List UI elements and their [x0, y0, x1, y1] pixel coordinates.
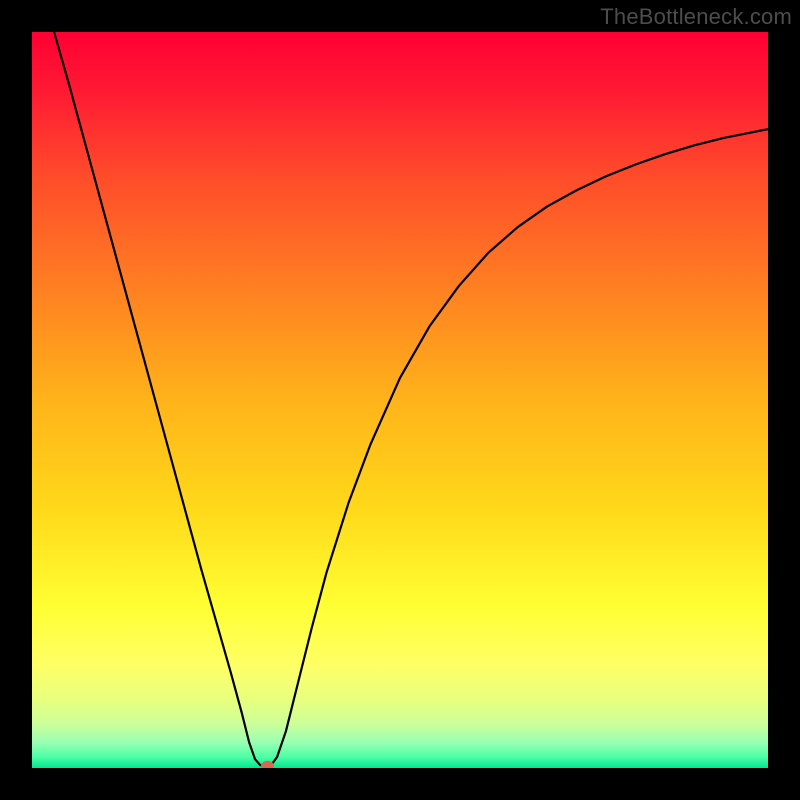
plot-area — [32, 32, 768, 768]
chart-frame: TheBottleneck.com — [0, 0, 800, 800]
chart-svg — [32, 32, 768, 768]
watermark-text: TheBottleneck.com — [600, 4, 792, 30]
background-gradient — [32, 32, 768, 768]
